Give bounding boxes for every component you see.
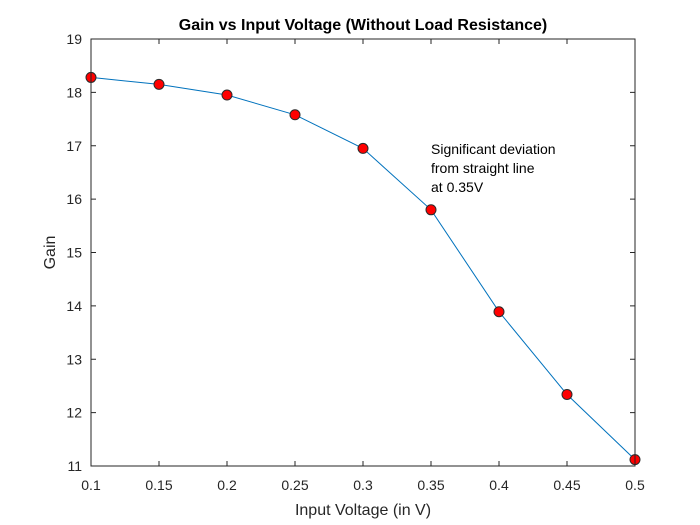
y-tick-label: 16 xyxy=(66,191,82,207)
y-tick-label: 18 xyxy=(66,84,82,100)
y-tick-label: 15 xyxy=(66,245,82,261)
annotation-line: Significant deviation xyxy=(431,141,556,157)
x-tick-label: 0.1 xyxy=(81,477,101,493)
annotation-line: from straight line xyxy=(431,160,535,176)
chart-title: Gain vs Input Voltage (Without Load Resi… xyxy=(179,17,547,34)
data-point xyxy=(289,109,301,121)
data-point xyxy=(561,388,573,400)
annotation-layer: Significant deviation from straight line a… xyxy=(431,141,556,195)
annotation-text: Significant deviation from straight line a… xyxy=(431,141,556,195)
plot-area xyxy=(91,39,635,466)
x-tick-label: 0.15 xyxy=(145,477,172,493)
y-axis-label: Gain xyxy=(42,236,59,270)
y-tick-label: 13 xyxy=(66,351,82,367)
data-point xyxy=(493,306,505,318)
y-tick-label: 19 xyxy=(66,31,82,47)
annotation-line: at 0.35V xyxy=(431,179,484,195)
x-tick-label: 0.2 xyxy=(217,477,237,493)
data-point xyxy=(221,89,233,101)
data-point xyxy=(357,142,369,154)
x-axis-label: Input Voltage (in V) xyxy=(295,502,431,519)
x-tick-label: 0.3 xyxy=(353,477,373,493)
plot-frame xyxy=(90,38,636,467)
y-tick-label: 14 xyxy=(66,298,82,314)
ticks-layer: 0.1 0.15 0.2 0.25 0.3 0.35 0.4 0.45 0.5 11 12 13 14 1… xyxy=(66,31,645,493)
x-tick-label: 0.45 xyxy=(553,477,580,493)
x-tick-label: 0.25 xyxy=(281,477,308,493)
x-tick-label: 0.5 xyxy=(625,477,645,493)
x-tick-label: 0.35 xyxy=(417,477,444,493)
data-point xyxy=(425,204,437,216)
y-tick-label: 12 xyxy=(66,405,82,421)
y-tick-label: 17 xyxy=(66,138,82,154)
x-tick-label: 0.4 xyxy=(489,477,509,493)
data-point xyxy=(153,78,165,90)
y-tick-label: 11 xyxy=(67,458,82,474)
